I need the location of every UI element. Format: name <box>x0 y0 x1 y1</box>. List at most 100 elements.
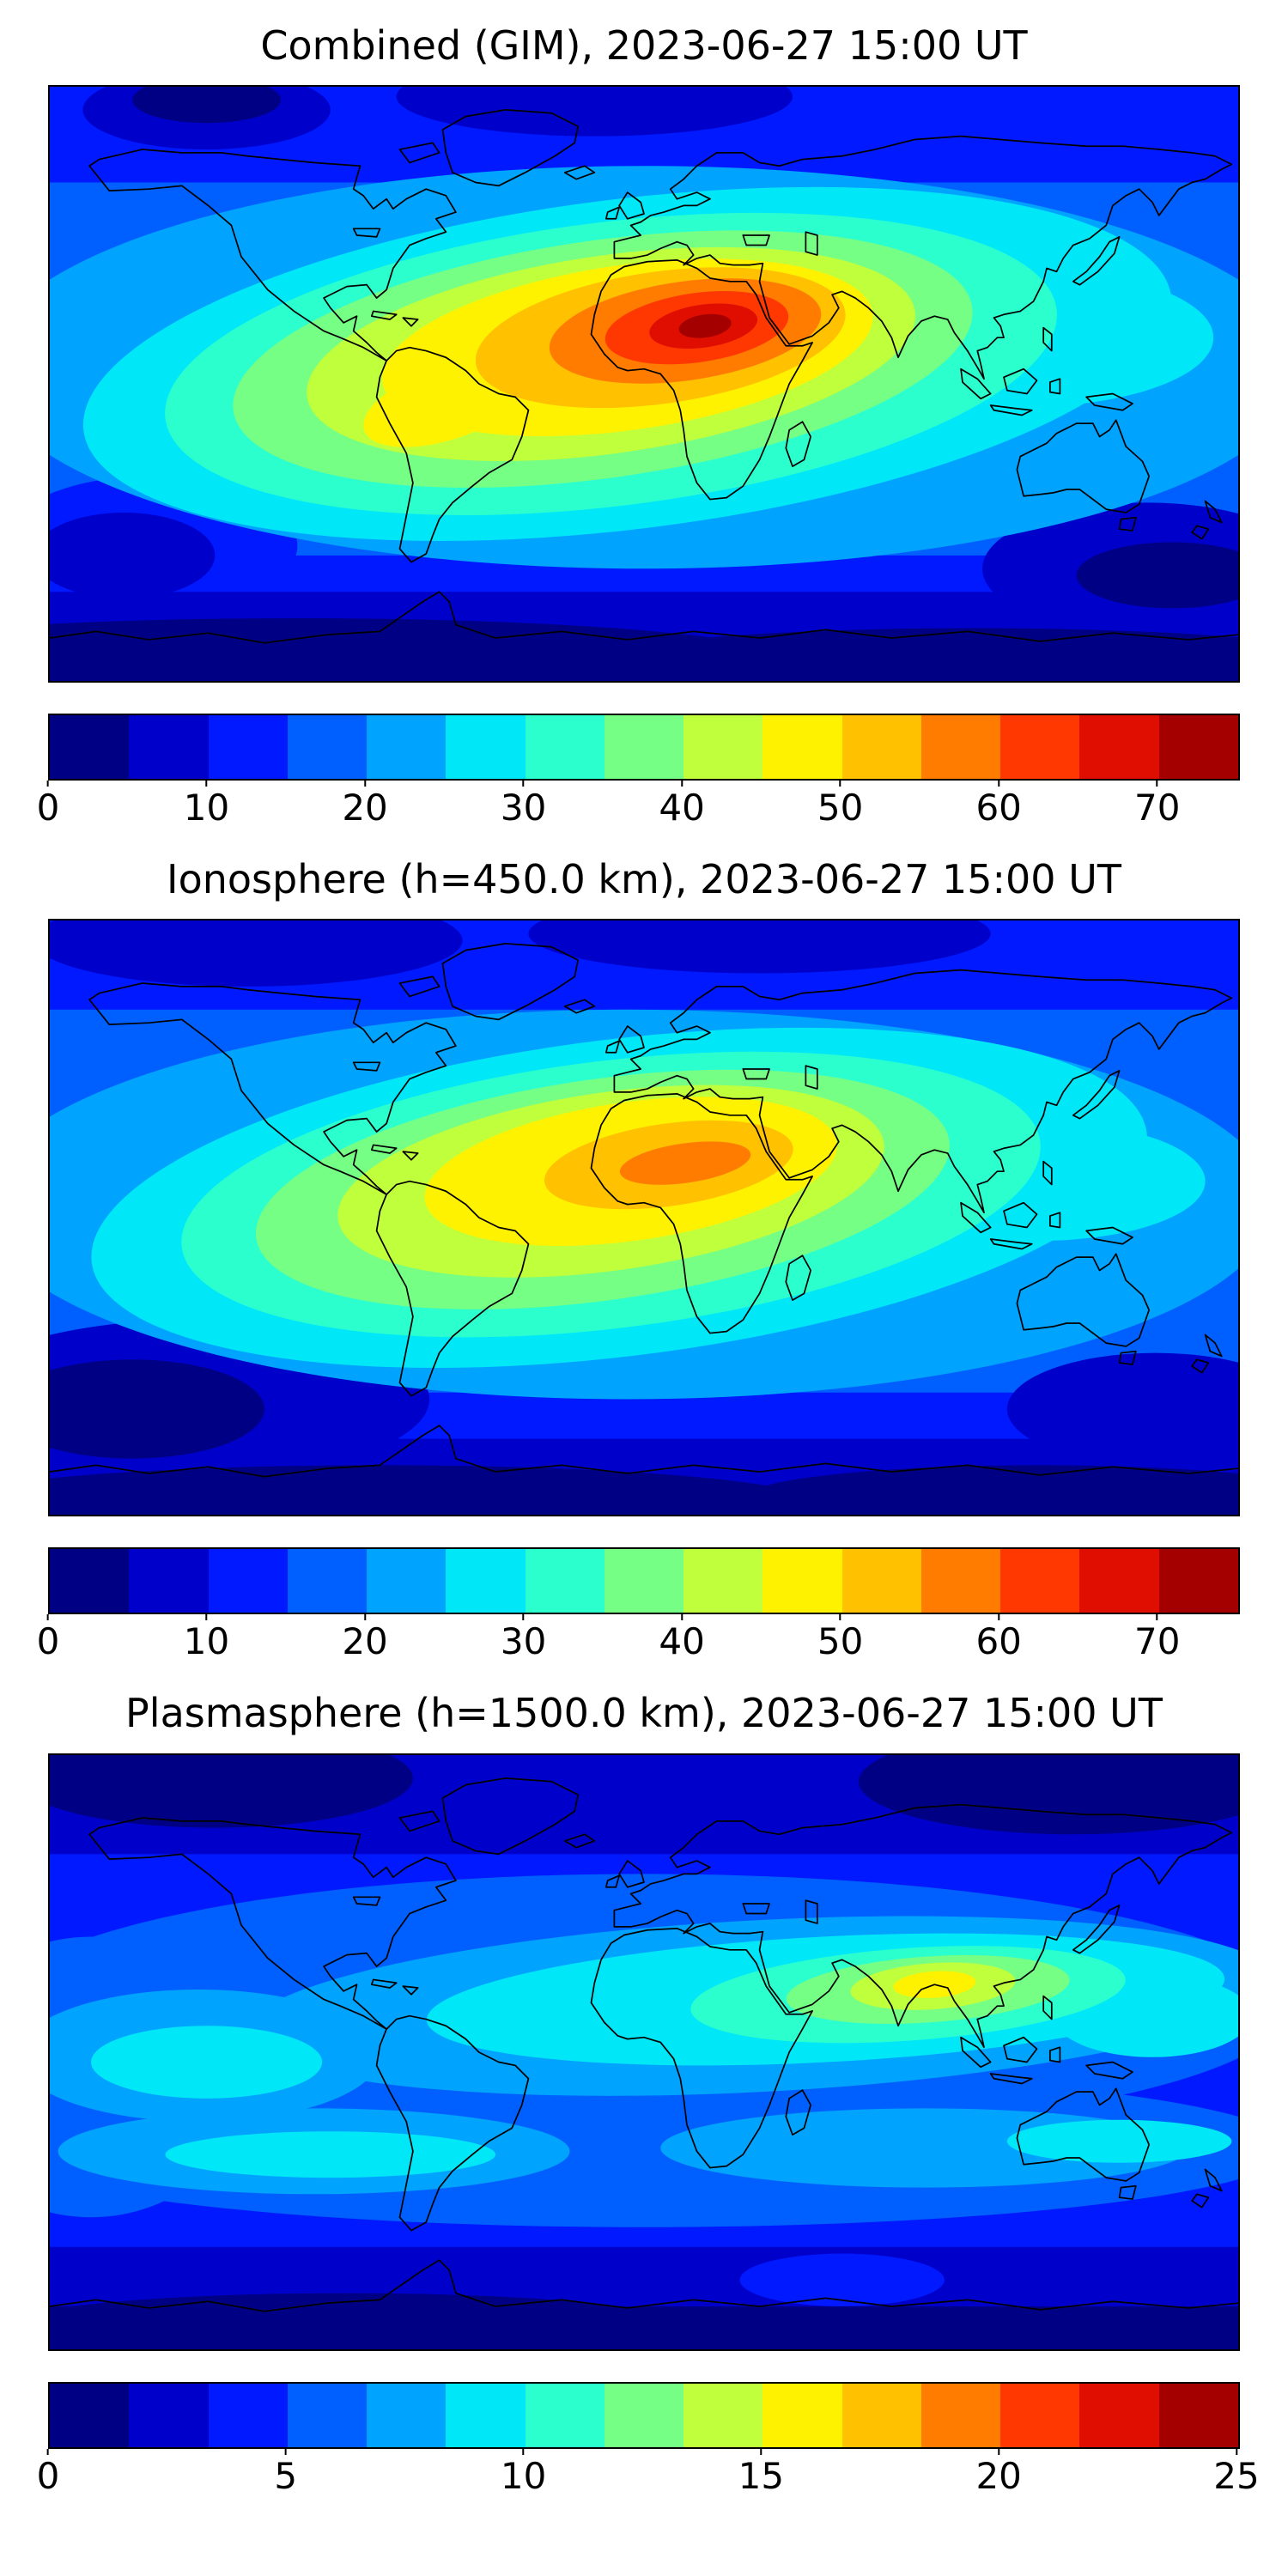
coastlines <box>1042 1161 1053 1186</box>
colorbar-tickmark <box>46 1614 49 1621</box>
colorbar-tick: 10 <box>184 781 229 828</box>
colorbar-tick-label: 40 <box>659 787 705 829</box>
coastlines <box>742 234 770 246</box>
colorbar-segment <box>208 715 288 780</box>
coastlines <box>50 591 1238 644</box>
colorbar-segment <box>683 2383 763 2447</box>
coastlines <box>1191 1358 1210 1374</box>
colorbar-tick-label: 15 <box>738 2454 785 2497</box>
coastlines <box>1085 392 1133 411</box>
colorbar-tickmark <box>364 1614 367 1621</box>
figure: Combined (GIM), 2023-06-27 15:00 UT 0 10 2… <box>0 22 1288 2504</box>
colorbar-tick: 40 <box>659 781 705 829</box>
coastlines <box>352 1061 381 1072</box>
colorbar-tickmark <box>522 2448 525 2455</box>
colorbar-tick-label: 20 <box>342 1620 388 1663</box>
coastlines <box>989 1238 1033 1250</box>
coastlines <box>605 1040 621 1054</box>
coastlines <box>1003 368 1038 395</box>
colorbar-ticks-combined: 0 10 20 30 40 50 60 70 <box>37 781 1236 835</box>
colorbar-segment <box>208 2383 288 2447</box>
colorbar-tickmark <box>46 781 49 787</box>
coastlines <box>50 1425 1238 1479</box>
colorbar-segment <box>604 715 684 780</box>
colorbar-segment <box>525 715 605 780</box>
colorbar-tick: 0 <box>37 781 59 828</box>
colorbar-tick-label: 50 <box>817 1620 864 1663</box>
coastlines <box>1049 378 1061 395</box>
coastlines <box>402 1151 419 1161</box>
contour-fill <box>743 1465 1238 1516</box>
colorbar-tick: 60 <box>975 781 1022 828</box>
contour-fill <box>50 1359 264 1460</box>
coastlines <box>960 368 992 400</box>
colorbar-tickmark <box>522 781 525 787</box>
colorbar-tickmark <box>760 2448 762 2455</box>
colorbar-tickmark <box>284 2448 287 2455</box>
colorbar-tick-label: 70 <box>1133 1620 1181 1663</box>
coastlines <box>590 1093 813 1334</box>
colorbar-tick: 20 <box>975 2448 1022 2496</box>
contour-fill <box>562 628 1238 682</box>
colorbar-tick: 30 <box>501 781 546 828</box>
colorbar-segment <box>1079 1549 1159 1613</box>
colorbar-segment <box>1158 1549 1238 1613</box>
colorbar-tickmark <box>1156 781 1158 787</box>
colorbar-ionosphere <box>48 1547 1240 1615</box>
colorbar-tick-label: 10 <box>183 787 230 829</box>
colorbar-tick: 0 <box>37 2448 59 2496</box>
map-combined <box>48 85 1240 683</box>
colorbar-tick: 50 <box>817 781 863 828</box>
map-ionosphere <box>48 919 1240 1517</box>
coastlines <box>1042 1995 1053 2020</box>
coastlines <box>785 1255 812 1302</box>
colorbar-tick-label: 60 <box>975 1620 1022 1663</box>
colorbar-tickmark <box>1235 2448 1237 2455</box>
coastlines <box>605 1874 621 1888</box>
colorbar-tick: 25 <box>1213 2448 1260 2496</box>
colorbar-ticks-plasmasphere: 0 5 10 15 20 25 <box>37 2448 1260 2504</box>
colorbar-tick: 20 <box>342 781 388 829</box>
coastlines <box>398 975 440 998</box>
coastlines <box>563 165 596 180</box>
colorbar-tick: 50 <box>817 1614 863 1662</box>
colorbar-segment <box>841 1549 921 1613</box>
coastlines <box>1118 1351 1137 1366</box>
colorbar-segment <box>50 1549 130 1613</box>
colorbar-segment <box>287 1549 368 1613</box>
coastlines <box>402 1984 419 1996</box>
colorbar-tick: 5 <box>274 2448 297 2496</box>
colorbar-segment <box>1079 715 1159 780</box>
colorbar-tick-label: 30 <box>500 787 547 829</box>
contour-fill <box>858 1754 1238 1834</box>
colorbar-tickmark <box>205 781 208 787</box>
contour-fill <box>132 87 282 124</box>
coastlines <box>1016 1253 1151 1348</box>
colorbar-segment <box>604 1549 684 1613</box>
coastlines <box>1118 517 1137 532</box>
colorbar-tick: 10 <box>184 1614 229 1662</box>
panel-ionosphere: Ionosphere (h=450.0 km), 2023-06-27 15:0… <box>0 856 1288 1669</box>
coastlines <box>605 206 621 220</box>
colorbar-tick-label: 20 <box>342 787 388 829</box>
coastlines <box>590 1927 813 2168</box>
colorbar-tickmark <box>522 1614 525 1621</box>
contour-fill <box>1006 1353 1238 1466</box>
coastlines <box>370 1978 398 1989</box>
map-plasmasphere <box>48 1753 1240 2351</box>
coastlines <box>805 231 818 257</box>
colorbar-tick: 15 <box>738 2448 785 2497</box>
colorbar-tick-label: 70 <box>1133 787 1181 829</box>
coastlines <box>742 1902 770 1914</box>
coastlines <box>989 404 1033 416</box>
coastlines <box>1191 2193 1210 2208</box>
coastlines <box>352 1896 381 1906</box>
colorbar-tick: 60 <box>975 1614 1022 1663</box>
contour-fill <box>50 1465 810 1516</box>
coastlines <box>563 999 596 1014</box>
coastlines <box>989 2072 1033 2084</box>
contour-fill <box>50 2293 677 2349</box>
colorbar-segment <box>1000 715 1080 780</box>
colorbar-segment <box>683 715 763 780</box>
colorbar-segment <box>208 1549 288 1613</box>
